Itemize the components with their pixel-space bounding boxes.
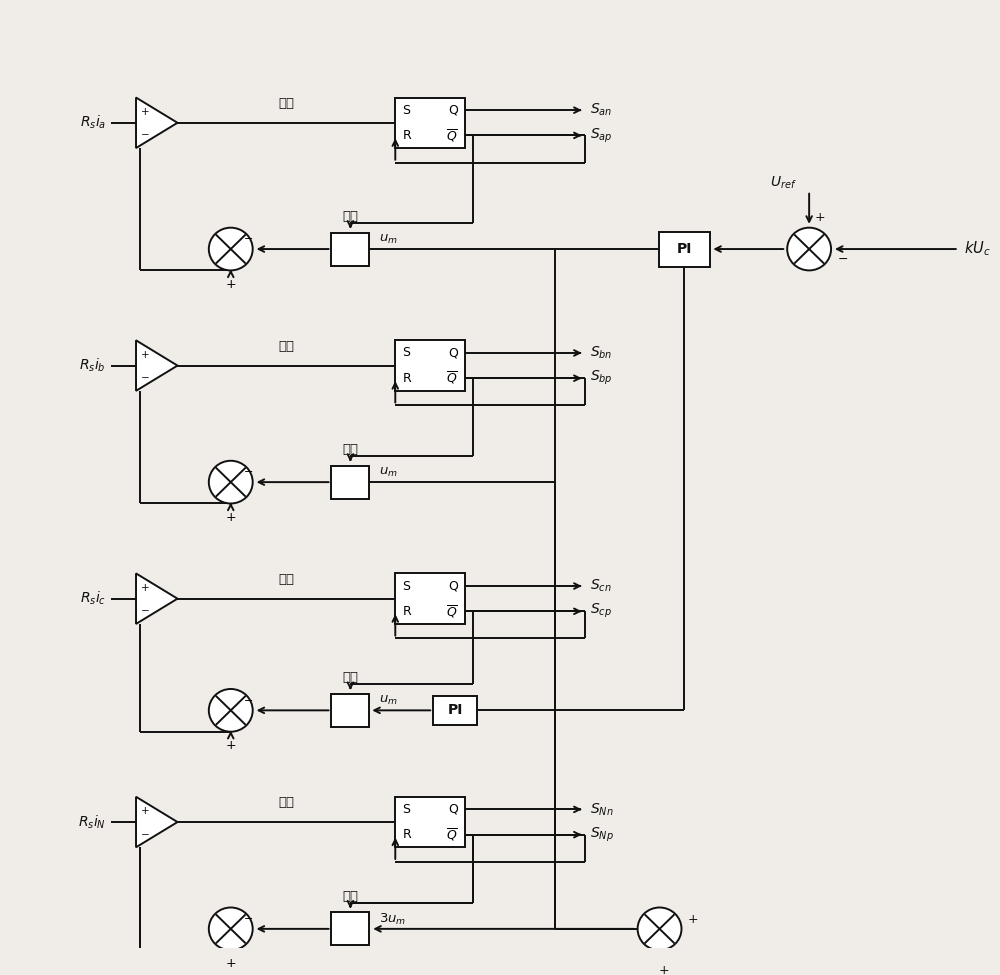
Text: +: + (815, 212, 826, 224)
Text: $R_si_a$: $R_si_a$ (80, 114, 106, 132)
Text: 复位: 复位 (342, 210, 358, 223)
Text: +: + (225, 739, 236, 752)
Text: $R_si_b$: $R_si_b$ (79, 357, 106, 374)
Text: S: S (402, 802, 410, 816)
Text: $R_si_N$: $R_si_N$ (78, 813, 106, 831)
Text: $\overline{Q}$: $\overline{Q}$ (446, 370, 458, 386)
Text: $u_m$: $u_m$ (379, 233, 398, 246)
Text: $kU_c$: $kU_c$ (964, 240, 990, 258)
Text: PI: PI (677, 242, 692, 256)
Text: $-$: $-$ (837, 253, 848, 265)
Text: $S_{cp}$: $S_{cp}$ (590, 603, 612, 620)
Polygon shape (136, 573, 177, 624)
Text: $-$: $-$ (243, 232, 253, 243)
Text: $\overline{Q}$: $\overline{Q}$ (446, 827, 458, 843)
Bar (331, 232, 369, 265)
Text: +: + (225, 278, 236, 291)
Text: $3u_m$: $3u_m$ (379, 912, 407, 926)
Text: $R_si_c$: $R_si_c$ (80, 590, 106, 607)
Text: +: + (658, 964, 669, 975)
Text: $-$: $-$ (243, 693, 253, 704)
Circle shape (209, 689, 253, 731)
Bar (331, 466, 369, 498)
Text: 时钟: 时钟 (278, 797, 294, 809)
Bar (659, 231, 710, 266)
Bar (395, 797, 465, 847)
Text: $-$: $-$ (140, 604, 150, 614)
Text: 复位: 复位 (342, 671, 358, 684)
Text: 时钟: 时钟 (278, 573, 294, 586)
Text: $S_{Nn}$: $S_{Nn}$ (590, 801, 613, 818)
Text: R: R (402, 604, 411, 618)
Circle shape (209, 461, 253, 503)
Text: Q: Q (448, 802, 458, 816)
Bar (395, 340, 465, 391)
Bar (331, 913, 369, 946)
Text: Q: Q (448, 579, 458, 593)
Circle shape (638, 908, 681, 951)
Bar (331, 694, 369, 726)
Text: $-$: $-$ (140, 129, 150, 138)
Text: $-$: $-$ (140, 828, 150, 838)
Text: Q: Q (448, 103, 458, 117)
Text: S: S (402, 346, 410, 360)
Text: $-$: $-$ (140, 371, 150, 381)
Text: $u_m$: $u_m$ (379, 466, 398, 479)
Text: +: + (141, 350, 149, 360)
Text: $S_{an}$: $S_{an}$ (590, 102, 612, 118)
Text: Q: Q (448, 346, 458, 360)
Text: +: + (141, 806, 149, 816)
Text: $U_{ref}$: $U_{ref}$ (770, 175, 797, 191)
Text: 时钟: 时钟 (278, 340, 294, 353)
Text: +: + (141, 107, 149, 117)
Bar (395, 573, 465, 624)
Circle shape (209, 228, 253, 270)
Text: R: R (402, 828, 411, 841)
Text: R: R (402, 371, 411, 385)
Text: $-$: $-$ (243, 913, 253, 922)
Text: PI: PI (447, 703, 463, 718)
Polygon shape (136, 797, 177, 847)
Text: S: S (402, 103, 410, 117)
Text: +: + (225, 511, 236, 524)
Text: $\overline{Q}$: $\overline{Q}$ (446, 604, 458, 619)
Text: 时钟: 时钟 (278, 98, 294, 110)
Text: +: + (687, 913, 698, 925)
Text: $S_{bn}$: $S_{bn}$ (590, 345, 612, 361)
Polygon shape (136, 340, 177, 391)
Text: S: S (402, 579, 410, 593)
Circle shape (209, 908, 253, 951)
Polygon shape (136, 98, 177, 148)
Text: $S_{cn}$: $S_{cn}$ (590, 578, 611, 594)
Text: 复位: 复位 (342, 889, 358, 903)
Text: +: + (141, 583, 149, 593)
Text: $S_{bp}$: $S_{bp}$ (590, 370, 612, 387)
Bar (395, 98, 465, 148)
Text: $-$: $-$ (243, 465, 253, 476)
Text: 复位: 复位 (342, 443, 358, 456)
Text: $S_{ap}$: $S_{ap}$ (590, 126, 612, 144)
Circle shape (787, 228, 831, 270)
Text: $u_m$: $u_m$ (379, 694, 398, 707)
Bar (433, 696, 477, 725)
Text: $S_{Np}$: $S_{Np}$ (590, 826, 614, 843)
Text: $\overline{Q}$: $\overline{Q}$ (446, 127, 458, 143)
Text: R: R (402, 129, 411, 142)
Text: +: + (225, 957, 236, 970)
